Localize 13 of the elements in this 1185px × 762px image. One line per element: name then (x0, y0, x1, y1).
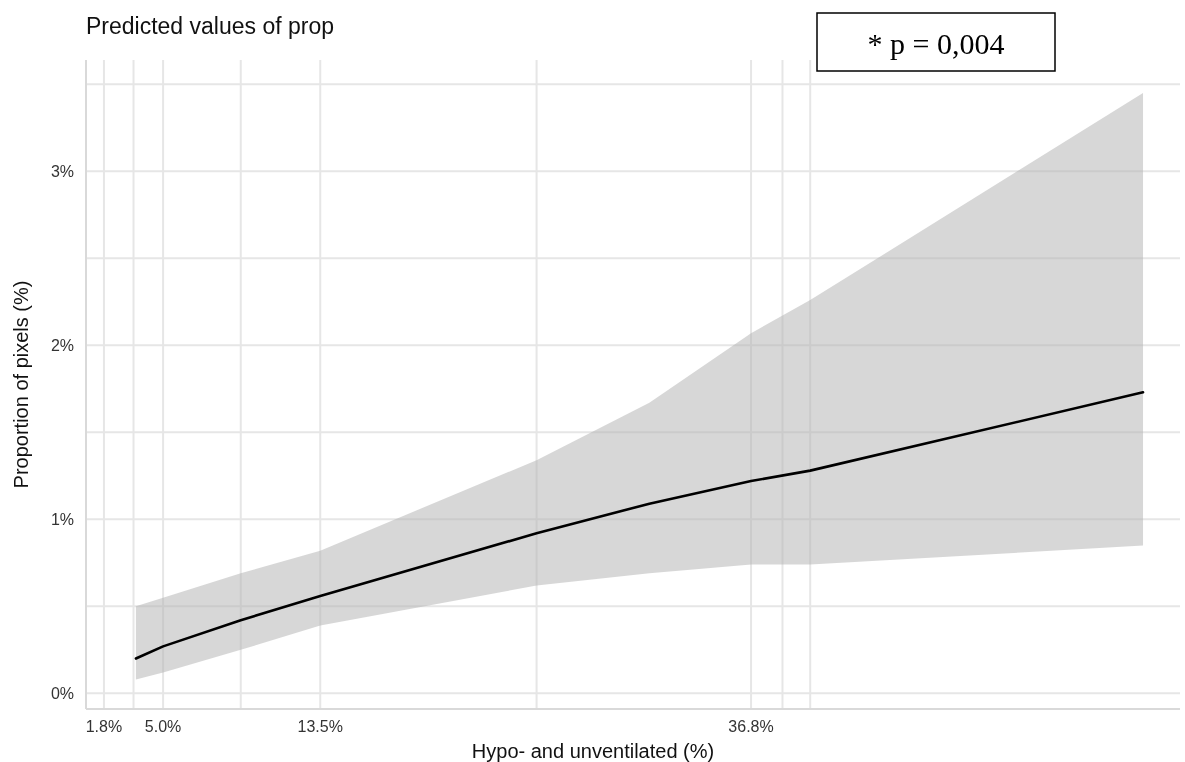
y-tick-label: 0% (50, 685, 74, 703)
chart-title: Predicted values of prop (86, 13, 335, 39)
x-tick-label: 13.5% (297, 718, 343, 735)
text: * p = 0,004 (867, 27, 1005, 60)
x-tick-label: 1.8% (85, 718, 123, 735)
y-tick-label: 3% (50, 163, 74, 181)
x-tick-label: 5.0% (144, 718, 182, 735)
line-series (134, 391, 1145, 660)
x-tick-label: 36.8% (728, 718, 774, 735)
y-tick-label: 1% (50, 511, 74, 529)
x-axis-title: Hypo- and unventilated (%) (471, 740, 715, 762)
y-axis-title: Proportion of pixels (%) (10, 280, 32, 489)
y-tick-label: 2% (50, 337, 74, 355)
